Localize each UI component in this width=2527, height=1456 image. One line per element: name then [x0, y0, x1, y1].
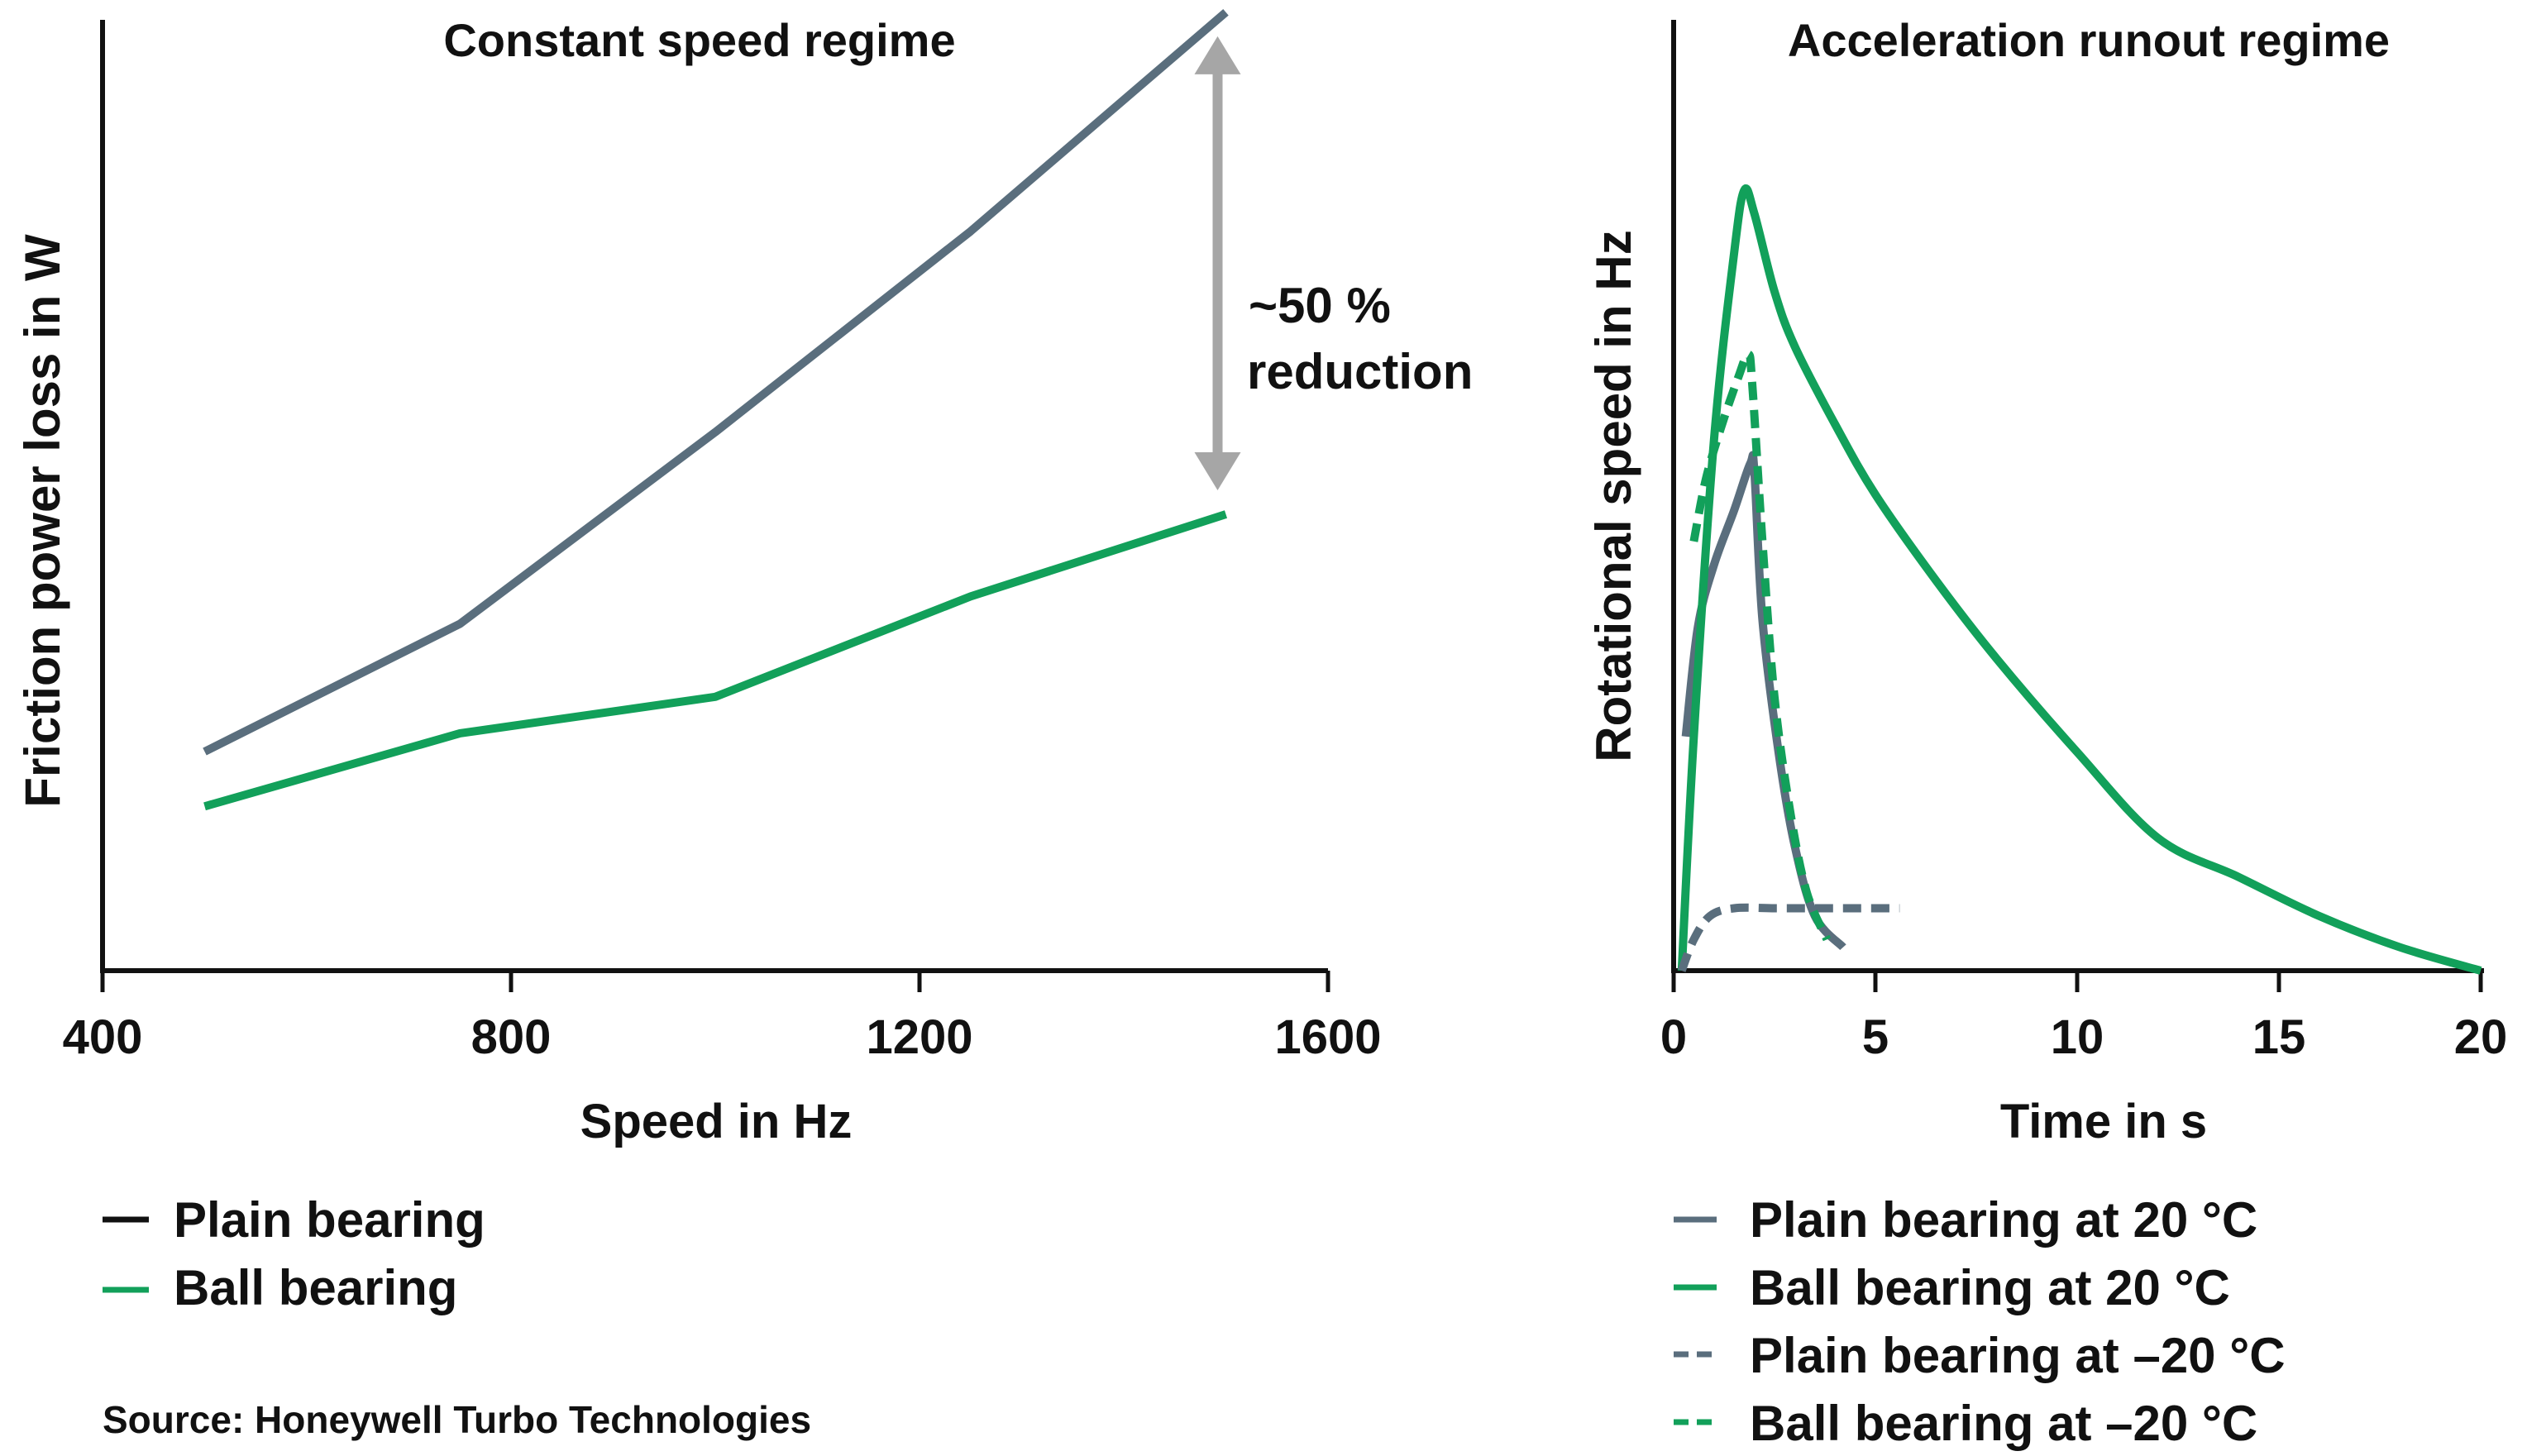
- x-tick-label: 10: [2051, 1010, 2104, 1064]
- y-axis-label: Rotational speed in Hz: [1586, 230, 1641, 761]
- x-axis-label: Speed in Hz: [580, 1095, 853, 1148]
- series-line-ball-bearing-at-20-c: [1689, 350, 1832, 942]
- x-tick-label: 15: [2252, 1010, 2306, 1064]
- annotation-line-1: ~50 %: [1249, 278, 1391, 333]
- x-tick-label: 800: [471, 1010, 552, 1064]
- x-tick-label: 20: [2454, 1010, 2508, 1064]
- chart-title: Acceleration runout regime: [1788, 14, 2390, 66]
- chart-constant-speed: Constant speed regime Friction power los…: [15, 9, 1473, 1441]
- x-tick-label: 0: [1660, 1010, 1687, 1064]
- y-axis-label: Friction power loss in W: [15, 234, 70, 808]
- series-line-ball-bearing: [203, 510, 1228, 811]
- legend-label-plain-20: Plain bearing at 20 °C: [1750, 1192, 2257, 1248]
- legend-label-ball: Ball bearing: [174, 1260, 457, 1315]
- chart-title: Constant speed regime: [443, 14, 955, 66]
- annotation-line-2: reduction: [1247, 344, 1473, 399]
- chart-acceleration-runout: Acceleration runout regime Rotational sp…: [1586, 14, 2507, 1451]
- source-note: Source: Honeywell Turbo Technologies: [103, 1398, 811, 1441]
- legend-left: Plain bearing Ball bearing: [103, 1192, 485, 1315]
- legend-right: Plain bearing at 20 °C Ball bearing at 2…: [1674, 1192, 2286, 1451]
- x-tick-label: 5: [1862, 1010, 1889, 1064]
- series-group: [203, 9, 1229, 811]
- series-group: [1677, 184, 2482, 975]
- x-axis-label: Time in s: [2000, 1095, 2207, 1148]
- legend-label-ball-20: Ball bearing at 20 °C: [1750, 1260, 2230, 1315]
- reduction-annotation: ~50 % reduction: [1194, 36, 1473, 490]
- legend-label-ball-minus20: Ball bearing at –20 °C: [1750, 1396, 2257, 1451]
- x-axis-ticks: 400 800 1200 1600: [63, 971, 1382, 1064]
- legend-label-plain: Plain bearing: [174, 1192, 485, 1248]
- x-tick-label: 1200: [866, 1010, 972, 1064]
- x-tick-label: 1600: [1274, 1010, 1381, 1064]
- series-line-ball-bearing-at-20-c: [1677, 184, 2482, 975]
- x-tick-label: 400: [63, 1010, 143, 1064]
- series-line-plain-bearing: [203, 9, 1229, 756]
- series-line-plain-bearing-at-20-c: [1678, 903, 1900, 972]
- legend-label-plain-minus20: Plain bearing at –20 °C: [1750, 1328, 2286, 1383]
- reduction-arrow-head-top: [1194, 36, 1241, 74]
- x-axis-ticks: 0 5 10 15 20: [1660, 971, 2507, 1064]
- reduction-arrow-head-bottom: [1194, 451, 1241, 490]
